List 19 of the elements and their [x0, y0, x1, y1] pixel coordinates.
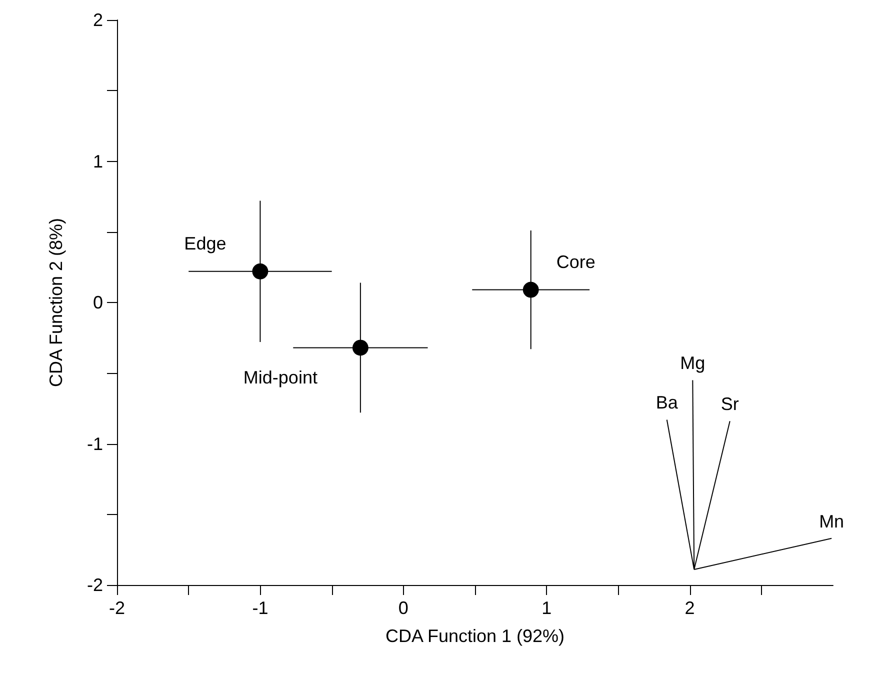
series-label: Edge [184, 233, 226, 254]
series-label: Mg [680, 353, 706, 374]
y-tick-label: -1 [86, 434, 103, 454]
y-tick-label: -2 [86, 575, 103, 595]
series-label: Mn [819, 511, 844, 532]
text: Mid-point [243, 368, 318, 388]
y-tick-label: 1 [92, 151, 103, 172]
x-tick-label: 2 [684, 598, 695, 618]
x-tick-label: -1 [252, 598, 268, 618]
series-label: Core [556, 252, 596, 272]
series-label: Ba [656, 392, 679, 413]
series-label: Sr [720, 394, 739, 414]
y-tick-label: 0 [92, 292, 103, 312]
x-tick-label: 0 [398, 598, 408, 618]
y-axis-title: CDA Function 2 (8%) [46, 218, 66, 388]
x-tick-label: 1 [542, 598, 552, 618]
y-tick-label: 2 [92, 10, 103, 30]
x-tick-label: -2 [108, 598, 126, 618]
x-axis-title: CDA Function 1 (92%) [385, 626, 565, 646]
